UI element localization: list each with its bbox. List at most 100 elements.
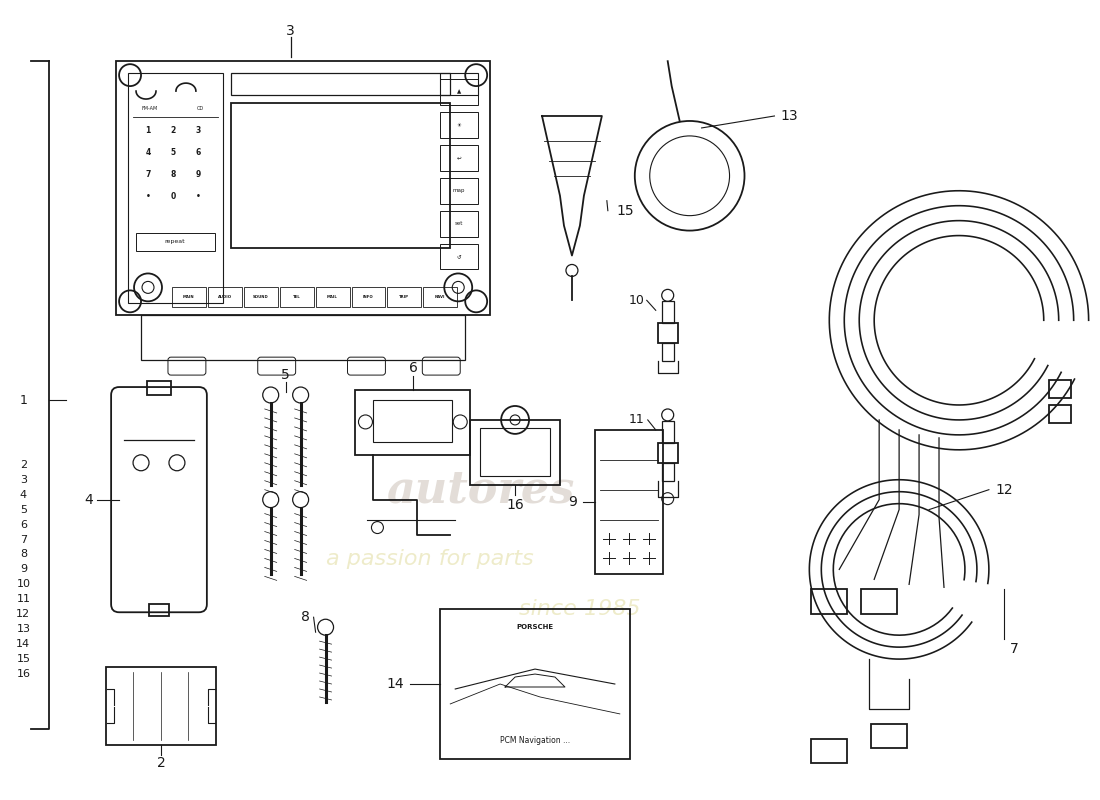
Bar xyxy=(440,79,478,105)
Text: 6: 6 xyxy=(20,519,26,530)
Text: 13: 13 xyxy=(781,109,799,123)
Text: 14: 14 xyxy=(16,639,31,649)
Bar xyxy=(662,302,673,323)
Text: MAIN: MAIN xyxy=(183,295,195,299)
Bar xyxy=(658,323,678,343)
Bar xyxy=(658,443,678,462)
Text: 15: 15 xyxy=(16,654,31,664)
Bar xyxy=(279,287,313,307)
Text: INFO: INFO xyxy=(363,295,374,299)
Text: 3: 3 xyxy=(20,474,26,485)
Bar xyxy=(172,287,206,307)
Bar xyxy=(1048,380,1070,398)
Bar xyxy=(662,421,673,443)
Text: 9: 9 xyxy=(196,170,200,179)
Bar xyxy=(387,287,421,307)
Text: 12: 12 xyxy=(16,610,31,619)
Bar xyxy=(231,73,450,95)
Text: 10: 10 xyxy=(629,294,645,307)
Text: 7: 7 xyxy=(145,170,151,179)
Text: 7: 7 xyxy=(1010,642,1019,656)
Text: since 1985: since 1985 xyxy=(519,599,640,619)
Text: CD: CD xyxy=(196,106,204,110)
Bar xyxy=(440,112,478,138)
Text: ▲: ▲ xyxy=(458,90,461,94)
Bar xyxy=(424,287,458,307)
Bar xyxy=(355,390,470,455)
Text: 10: 10 xyxy=(16,579,31,590)
Bar xyxy=(812,590,847,614)
Text: 14: 14 xyxy=(386,677,404,691)
Text: 5: 5 xyxy=(20,505,26,514)
Text: 9: 9 xyxy=(569,494,578,509)
Text: AUDIO: AUDIO xyxy=(218,295,232,299)
Bar xyxy=(595,430,662,574)
Bar xyxy=(141,315,465,360)
Text: 5: 5 xyxy=(170,148,176,158)
Bar xyxy=(812,739,847,762)
Text: map: map xyxy=(453,188,465,194)
Text: 11: 11 xyxy=(629,414,645,426)
Text: 8: 8 xyxy=(20,550,26,559)
Text: NAVI: NAVI xyxy=(434,295,446,299)
Bar xyxy=(440,145,478,170)
Text: 4: 4 xyxy=(145,148,151,158)
Text: 12: 12 xyxy=(996,482,1013,497)
Text: •: • xyxy=(196,192,200,202)
Text: TEL: TEL xyxy=(293,295,300,299)
Text: 3: 3 xyxy=(196,126,200,135)
Text: PCM Navigation ...: PCM Navigation ... xyxy=(500,736,570,746)
Text: 4: 4 xyxy=(85,493,94,506)
Text: set: set xyxy=(455,221,463,226)
Text: 6: 6 xyxy=(409,361,418,375)
Text: SOUND: SOUND xyxy=(253,295,268,299)
Text: 1: 1 xyxy=(20,394,28,406)
Bar xyxy=(352,287,385,307)
Bar xyxy=(481,428,550,476)
Bar xyxy=(316,287,350,307)
Text: 5: 5 xyxy=(282,368,290,382)
Text: 15: 15 xyxy=(616,204,634,218)
Text: 8: 8 xyxy=(301,610,310,624)
Bar xyxy=(440,210,478,237)
Bar xyxy=(440,243,478,270)
Text: 1: 1 xyxy=(145,126,151,135)
Bar xyxy=(106,667,216,745)
Bar xyxy=(440,73,478,95)
Polygon shape xyxy=(542,116,602,255)
Bar xyxy=(373,400,452,442)
Bar xyxy=(440,178,478,204)
Text: MAIL: MAIL xyxy=(327,295,338,299)
Text: 9: 9 xyxy=(20,565,26,574)
Bar xyxy=(470,420,560,485)
Bar xyxy=(244,287,277,307)
Bar xyxy=(208,287,242,307)
Text: 7: 7 xyxy=(20,534,26,545)
Text: 2: 2 xyxy=(170,126,176,135)
Bar xyxy=(147,381,170,395)
Text: 2: 2 xyxy=(156,756,165,770)
Text: FM-AM: FM-AM xyxy=(142,106,158,110)
Text: 11: 11 xyxy=(16,594,31,604)
Text: 2: 2 xyxy=(20,460,26,470)
Text: 3: 3 xyxy=(286,24,295,38)
Text: •: • xyxy=(145,192,151,202)
Text: ☀: ☀ xyxy=(456,122,462,127)
Bar xyxy=(871,724,908,748)
Bar xyxy=(662,462,673,481)
Bar xyxy=(662,343,673,361)
Bar xyxy=(128,73,223,303)
Text: 0: 0 xyxy=(170,192,176,202)
Bar xyxy=(440,610,630,758)
Text: a passion for parts: a passion for parts xyxy=(327,550,535,570)
Bar xyxy=(861,590,898,614)
Text: 16: 16 xyxy=(16,669,31,679)
Bar xyxy=(117,61,491,315)
Text: 16: 16 xyxy=(506,498,524,512)
Text: 8: 8 xyxy=(170,170,176,179)
Text: ↺: ↺ xyxy=(456,254,462,259)
Bar xyxy=(148,604,169,616)
Bar xyxy=(1048,405,1070,423)
Text: 13: 13 xyxy=(16,624,31,634)
Bar xyxy=(231,103,450,247)
